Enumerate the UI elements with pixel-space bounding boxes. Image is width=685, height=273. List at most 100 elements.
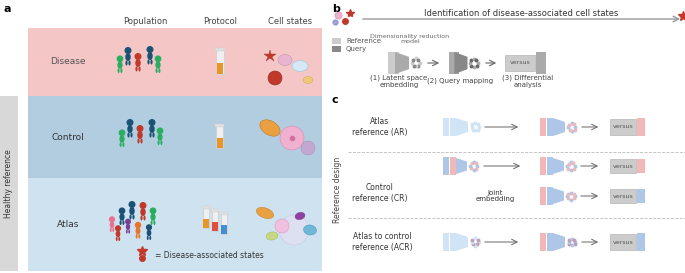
Bar (443, 157, 449, 175)
Text: = Disease-associated states: = Disease-associated states (155, 251, 264, 260)
Text: (2) Query mapping: (2) Query mapping (427, 78, 493, 84)
Circle shape (126, 219, 130, 224)
Ellipse shape (110, 221, 114, 228)
Text: Cell states: Cell states (268, 17, 312, 26)
Text: Reference design: Reference design (334, 157, 342, 223)
Ellipse shape (125, 53, 131, 61)
Ellipse shape (136, 227, 140, 235)
Text: Control: Control (51, 132, 84, 141)
Bar (610, 159, 636, 173)
Ellipse shape (292, 61, 308, 72)
Bar (540, 233, 547, 251)
Ellipse shape (119, 237, 120, 241)
Bar (216, 124, 225, 127)
Ellipse shape (121, 68, 123, 73)
Bar (449, 52, 459, 74)
Ellipse shape (155, 68, 158, 73)
Text: (3) Differential
analysis: (3) Differential analysis (502, 74, 553, 88)
Bar (216, 63, 223, 74)
Ellipse shape (155, 61, 160, 69)
Ellipse shape (147, 236, 149, 240)
Circle shape (110, 217, 114, 222)
Ellipse shape (129, 215, 132, 219)
Text: Protocol: Protocol (203, 17, 237, 26)
Ellipse shape (158, 133, 162, 141)
Ellipse shape (119, 213, 125, 221)
Circle shape (268, 71, 282, 85)
Text: Query: Query (346, 46, 367, 52)
Text: versus: versus (612, 124, 634, 129)
Ellipse shape (128, 230, 130, 234)
Ellipse shape (126, 230, 127, 234)
Bar (547, 157, 553, 175)
Ellipse shape (275, 219, 289, 233)
Ellipse shape (140, 208, 146, 216)
Text: versus: versus (510, 61, 530, 66)
Ellipse shape (119, 142, 122, 147)
Circle shape (127, 120, 133, 125)
Ellipse shape (125, 61, 127, 66)
Polygon shape (553, 118, 565, 136)
Text: Identification of disease-associated cell states: Identification of disease-associated cel… (424, 8, 619, 17)
Text: Control
reference (CR): Control reference (CR) (352, 183, 408, 203)
Circle shape (135, 54, 141, 59)
Bar (637, 233, 645, 251)
Bar (217, 138, 223, 148)
Ellipse shape (112, 228, 114, 232)
Bar (443, 233, 449, 251)
Ellipse shape (110, 228, 112, 232)
Ellipse shape (138, 67, 140, 72)
Ellipse shape (136, 234, 138, 239)
Circle shape (125, 48, 131, 53)
Circle shape (147, 47, 153, 52)
Ellipse shape (140, 138, 142, 144)
Ellipse shape (119, 135, 125, 143)
Circle shape (280, 126, 304, 150)
Ellipse shape (138, 234, 140, 239)
Circle shape (129, 202, 135, 207)
Ellipse shape (123, 220, 125, 225)
Bar (505, 55, 535, 71)
Polygon shape (456, 233, 468, 251)
Circle shape (117, 56, 123, 61)
Bar (221, 214, 227, 233)
Ellipse shape (129, 207, 135, 215)
Text: Atlas
reference (AR): Atlas reference (AR) (352, 117, 408, 137)
Ellipse shape (149, 132, 151, 138)
Ellipse shape (118, 68, 120, 73)
Ellipse shape (127, 125, 133, 133)
Ellipse shape (153, 220, 155, 225)
Bar (637, 189, 645, 203)
Ellipse shape (151, 213, 155, 221)
Ellipse shape (152, 132, 155, 138)
Circle shape (140, 203, 146, 208)
Text: Healthy reference: Healthy reference (5, 149, 14, 218)
Polygon shape (395, 52, 409, 74)
Text: Atlas to control
reference (ACR): Atlas to control reference (ACR) (352, 232, 412, 252)
Bar (221, 225, 227, 233)
Bar (443, 118, 449, 136)
Text: c: c (332, 95, 338, 105)
Text: versus: versus (612, 194, 634, 198)
Ellipse shape (256, 207, 273, 219)
Ellipse shape (260, 120, 280, 136)
Bar (216, 126, 223, 148)
Circle shape (116, 226, 121, 231)
Ellipse shape (266, 232, 278, 240)
Ellipse shape (136, 67, 138, 72)
Bar (28, 178, 322, 271)
Ellipse shape (126, 224, 130, 230)
Circle shape (150, 208, 155, 213)
Text: a: a (4, 4, 12, 14)
Ellipse shape (117, 61, 123, 69)
Circle shape (279, 215, 309, 245)
Bar (540, 187, 547, 205)
Polygon shape (456, 118, 468, 136)
Bar (610, 234, 636, 250)
Text: Dimensionality reduction
model: Dimensionality reduction model (371, 34, 449, 44)
Text: b: b (332, 4, 340, 14)
Ellipse shape (158, 68, 160, 73)
Ellipse shape (303, 76, 313, 84)
Ellipse shape (127, 132, 129, 138)
Ellipse shape (149, 236, 151, 240)
